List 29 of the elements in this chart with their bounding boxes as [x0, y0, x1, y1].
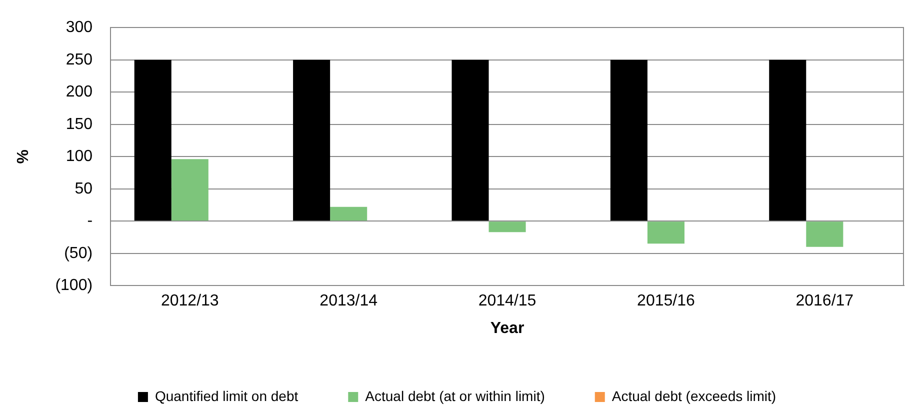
y-tick-label: (100) — [55, 277, 93, 294]
x-tick-label: 2013/14 — [320, 292, 378, 310]
y-axis-title: % — [15, 149, 32, 164]
x-axis-title: Year — [490, 320, 524, 337]
y-tick-label: (50) — [64, 244, 93, 262]
x-tick-label: 2014/15 — [478, 292, 536, 310]
y-tick-label: 200 — [66, 84, 93, 101]
y-tick-label: 250 — [66, 51, 93, 68]
y-tick-label: 150 — [66, 116, 93, 133]
bar — [647, 222, 684, 244]
legend-label: Actual debt (exceeds limit) — [612, 388, 776, 404]
bar — [452, 60, 489, 221]
legend-label: Actual debt (at or within limit) — [365, 388, 545, 404]
x-tick-label: 2015/16 — [637, 292, 695, 310]
bar — [806, 222, 844, 247]
y-tick-label: 50 — [74, 180, 93, 198]
legend-label: Quantified limit on debt — [154, 388, 298, 404]
bar — [330, 206, 368, 221]
x-tick-label: 2016/17 — [796, 292, 854, 310]
y-tick-label: 300 — [66, 19, 93, 36]
y-tick-label: 100 — [66, 148, 93, 166]
bar — [488, 222, 526, 232]
y-tick-label: - — [87, 212, 93, 230]
bar — [769, 60, 806, 221]
x-tick-label: 2012/13 — [160, 292, 219, 310]
bar — [171, 159, 208, 221]
bar — [610, 60, 648, 221]
bar — [293, 60, 330, 221]
bar — [134, 60, 172, 221]
